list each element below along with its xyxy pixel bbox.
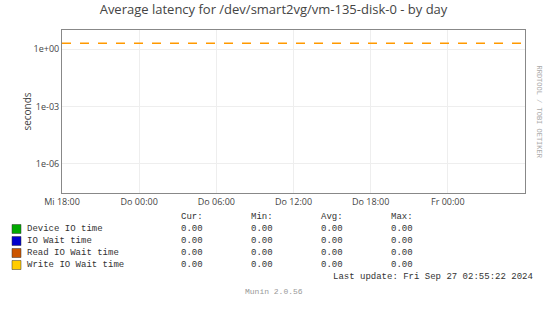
svg-text:0.00: 0.00 <box>321 260 343 270</box>
svg-text:Do 18:00: Do 18:00 <box>352 195 389 208</box>
svg-text:Do 00:00: Do 00:00 <box>121 195 158 208</box>
svg-text:0.00: 0.00 <box>321 224 343 234</box>
svg-text:IO Wait time: IO Wait time <box>27 236 92 246</box>
svg-text:Device IO time: Device IO time <box>27 224 103 234</box>
svg-text:Munin 2.0.56: Munin 2.0.56 <box>245 287 303 296</box>
svg-text:Average latency for /dev/smart: Average latency for /dev/smart2vg/vm-135… <box>100 0 448 18</box>
svg-text:Mi 18:00: Mi 18:00 <box>44 195 80 208</box>
svg-text:0.00: 0.00 <box>391 260 413 270</box>
svg-text:Do 06:00: Do 06:00 <box>198 195 235 208</box>
svg-text:Last update: Fri Sep 27 02:55:: Last update: Fri Sep 27 02:55:22 2024 <box>333 272 533 282</box>
svg-text:0.00: 0.00 <box>181 224 203 234</box>
svg-text:seconds: seconds <box>20 92 34 130</box>
svg-text:Fr 00:00: Fr 00:00 <box>431 195 465 208</box>
svg-text:0.00: 0.00 <box>251 236 273 246</box>
svg-text:0.00: 0.00 <box>321 248 343 258</box>
svg-text:0.00: 0.00 <box>181 248 203 258</box>
svg-text:Max:: Max: <box>391 212 413 222</box>
svg-text:0.00: 0.00 <box>181 236 203 246</box>
svg-text:Min:: Min: <box>251 212 273 222</box>
svg-text:Avg:: Avg: <box>321 212 343 222</box>
svg-text:RRDTOOL / TOBI OETIKER: RRDTOOL / TOBI OETIKER <box>535 66 543 159</box>
svg-text:Read IO Wait time: Read IO Wait time <box>27 248 119 258</box>
svg-text:Do 12:00: Do 12:00 <box>275 195 312 208</box>
svg-text:0.00: 0.00 <box>391 236 413 246</box>
svg-text:0.00: 0.00 <box>181 260 203 270</box>
svg-text:1e-03: 1e-03 <box>36 100 59 113</box>
svg-text:1e+00: 1e+00 <box>34 42 60 55</box>
svg-text:Write IO Wait time: Write IO Wait time <box>27 260 124 270</box>
svg-text:0.00: 0.00 <box>391 224 413 234</box>
svg-text:0.00: 0.00 <box>251 260 273 270</box>
svg-text:Cur:: Cur: <box>181 212 203 222</box>
svg-text:0.00: 0.00 <box>391 248 413 258</box>
svg-text:0.00: 0.00 <box>251 248 273 258</box>
svg-text:0.00: 0.00 <box>251 224 273 234</box>
svg-text:1e-06: 1e-06 <box>36 157 59 170</box>
svg-text:0.00: 0.00 <box>321 236 343 246</box>
